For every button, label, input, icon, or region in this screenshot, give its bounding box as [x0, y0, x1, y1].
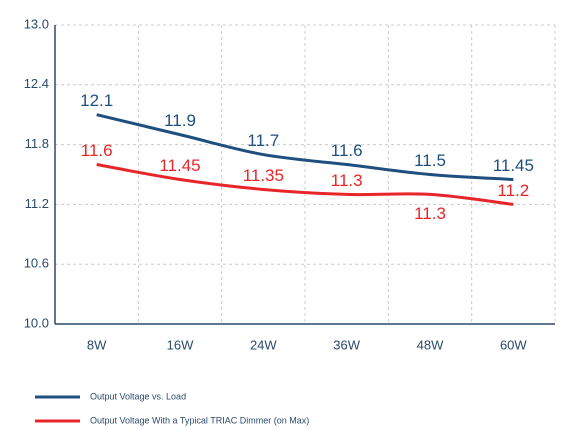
data-label: 11.9 — [164, 111, 196, 130]
data-label: 11.2 — [497, 181, 529, 200]
data-label: 11.7 — [247, 131, 279, 150]
data-label: 11.6 — [331, 141, 363, 160]
data-label: 11.45 — [159, 156, 200, 175]
x-tick-label: 8W — [87, 337, 107, 352]
x-tick-label: 24W — [250, 337, 277, 352]
data-label: 11.5 — [414, 151, 446, 170]
data-label: 12.1 — [80, 91, 113, 110]
y-tick-label: 11.2 — [25, 196, 49, 211]
x-tick-label: 60W — [500, 337, 527, 352]
x-tick-label: 16W — [167, 337, 194, 352]
data-label: 11.45 — [493, 156, 534, 175]
data-label: 11.3 — [414, 204, 446, 223]
data-label: 11.6 — [81, 141, 113, 160]
series-line — [96, 113, 514, 181]
data-label: 11.35 — [243, 166, 284, 185]
y-tick-label: 11.8 — [25, 136, 49, 151]
y-tick-label: 12.4 — [24, 76, 49, 91]
x-tick-label: 36W — [333, 337, 360, 352]
legend-label: Output Voltage With a Typical TRIAC Dimm… — [90, 415, 309, 425]
y-tick-label: 10.0 — [24, 315, 49, 330]
x-tick-label: 48W — [417, 337, 444, 352]
legend-label: Output Voltage vs. Load — [90, 391, 186, 401]
data-label: 11.3 — [331, 171, 363, 190]
series-line — [96, 163, 514, 206]
y-tick-label: 13.0 — [24, 16, 49, 31]
y-tick-label: 10.6 — [24, 256, 49, 271]
